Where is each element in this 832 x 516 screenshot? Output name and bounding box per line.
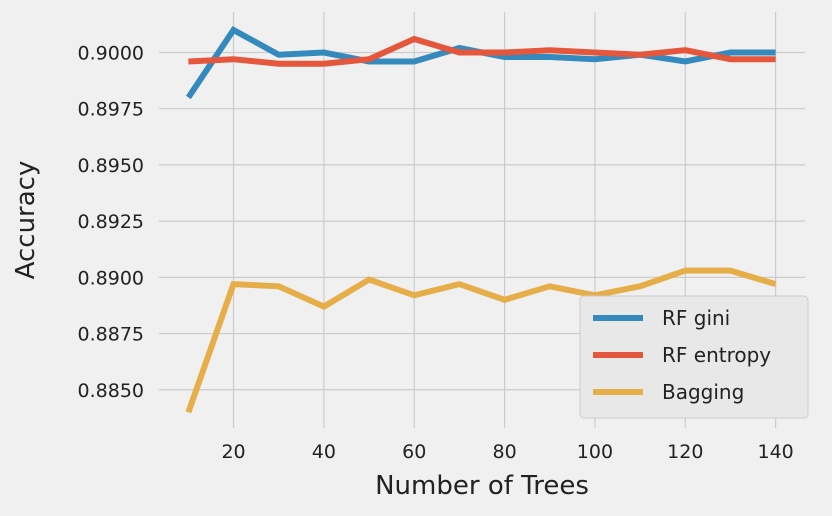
legend-label-rf-gini: RF gini	[662, 306, 730, 330]
x-tick-label: 20	[221, 441, 245, 463]
y-tick-label: 0.8975	[78, 99, 144, 121]
x-axis-title: Number of Trees	[375, 471, 589, 501]
legend-label-bagging: Bagging	[662, 380, 744, 404]
x-tick-label: 120	[667, 441, 703, 463]
legend: RF gini RF entropy Bagging	[579, 295, 809, 419]
x-tick-label: 140	[758, 441, 794, 463]
x-tick-label: 100	[577, 441, 613, 463]
y-tick-label: 0.8925	[78, 211, 144, 233]
x-tick-label: 80	[492, 441, 516, 463]
series-line-rf-entropy	[188, 35, 776, 67]
x-tick-label: 40	[312, 441, 336, 463]
y-axis-title: Accuracy	[11, 161, 41, 280]
y-tick-labels: 0.8850 0.8875 0.8900 0.8925 0.8950 0.8975 0.90…	[78, 42, 144, 401]
y-tick-label: 0.8950	[78, 155, 144, 177]
series-line-bagging	[185, 267, 777, 414]
x-tick-labels: 20 40 60 80 100 120 140	[221, 441, 793, 463]
y-tick-label: 0.9000	[78, 42, 144, 64]
series-lines	[185, 26, 777, 414]
y-tick-label: 0.8850	[78, 380, 144, 402]
legend-label-rf-entropy: RF entropy	[662, 343, 771, 367]
y-tick-label: 0.8900	[78, 267, 144, 289]
legend-box	[579, 295, 809, 419]
x-tick-label: 60	[402, 441, 426, 463]
y-tick-label: 0.8875	[78, 324, 144, 346]
